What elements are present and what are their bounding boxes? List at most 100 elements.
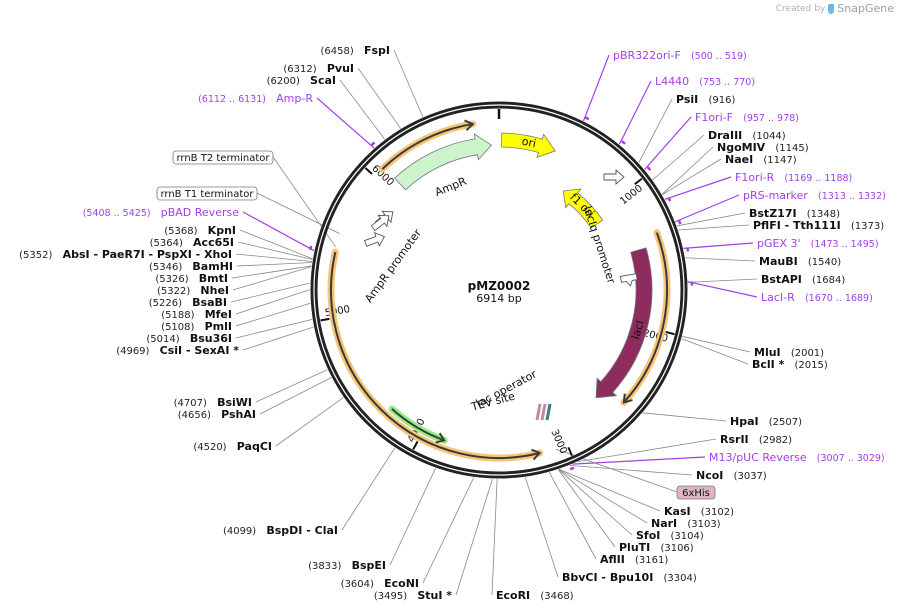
orf-arc <box>381 123 473 170</box>
enzyme-site-label[interactable]: NgoMIV (1145) <box>717 136 809 155</box>
site-position: (1169 .. 1188) <box>784 173 852 184</box>
enzyme-leader-line <box>341 447 396 531</box>
feature-box[interactable] <box>156 186 258 201</box>
enzyme-site-label[interactable]: (3604) EcoNI <box>341 572 419 591</box>
enzyme-site-label[interactable]: (5188) MfeI <box>161 303 232 322</box>
enzyme-site-label[interactable]: (6200) ScaI <box>267 69 336 88</box>
primer-label[interactable]: pBR322ori-F (500 .. 519) <box>613 44 747 63</box>
enzyme-site-label[interactable]: (5326) BmtI <box>155 267 228 286</box>
enzyme-site-label[interactable]: PluTI (3106) <box>619 536 694 555</box>
primer-label[interactable]: (5408 .. 5425) pBAD Reverse <box>83 201 239 220</box>
tick-label: 5000 <box>324 304 351 319</box>
enzyme-name: BspDI - ClaI <box>266 524 338 537</box>
site-position: (1473 .. 1495) <box>811 239 879 250</box>
feature-box[interactable] <box>172 150 274 165</box>
feature-laci[interactable] <box>595 247 653 399</box>
enzyme-site-label[interactable]: MauBI (1540) <box>759 250 841 269</box>
feature-box[interactable] <box>676 485 716 500</box>
enzyme-site-label[interactable]: (3495) StuI * <box>374 584 452 603</box>
primer-name: M13/pUC Reverse <box>709 451 807 464</box>
enzyme-site-label[interactable]: DraIII (1044) <box>708 124 786 143</box>
enzyme-name: HpaI <box>730 415 759 428</box>
enzyme-site-label[interactable]: (5108) PmlI <box>161 315 232 334</box>
enzyme-site-label[interactable]: (6312) PvuI <box>283 57 354 76</box>
enzyme-site-label[interactable]: (4656) PshAI <box>178 403 256 422</box>
enzyme-site-label[interactable]: (5322) NheI <box>157 279 229 298</box>
site-position: (3007 .. 3029) <box>817 453 885 464</box>
enzyme-site-label[interactable]: EcoRI (3468) <box>496 584 574 603</box>
enzyme-site-label[interactable]: (5352) AbsI - PaeR7I - PspXI - XhoI <box>19 243 232 262</box>
laciq-promoter-icon <box>603 169 625 185</box>
enzyme-name: BstZ17I <box>749 207 797 220</box>
primer-label[interactable]: pGEX 3' (1473 .. 1495) <box>757 232 879 251</box>
site-position: (5108) <box>161 322 194 333</box>
enzyme-leader-line <box>242 326 314 351</box>
primer-label[interactable]: L4440 (753 .. 770) <box>655 70 755 89</box>
plasmid-center-label: pMZ0002 6914 bp <box>468 279 531 305</box>
enzyme-site-label[interactable]: KasI (3102) <box>664 500 734 519</box>
enzyme-site-label[interactable]: (5346) BamHI <box>149 255 233 274</box>
enzyme-site-label[interactable]: (5368) KpnI <box>164 219 236 238</box>
primer-label[interactable]: pRS-marker (1313 .. 1332) <box>743 184 886 203</box>
enzyme-name: ScaI <box>310 74 336 87</box>
site-position: (5364) <box>150 238 183 249</box>
site-position: (753 .. 770) <box>699 77 755 88</box>
primer-label[interactable]: F1ori-R (1169 .. 1188) <box>735 166 852 185</box>
enzyme-site-label[interactable]: SfoI (3104) <box>636 524 704 543</box>
enzyme-site-label[interactable]: BbvCI - Bpu10I (3304) <box>562 566 697 585</box>
primer-label[interactable]: (6112 .. 6131) Amp-R <box>198 87 313 106</box>
laciq-promoter-icon <box>619 273 638 287</box>
enzyme-name: PsiI <box>676 93 698 106</box>
enzyme-leader-line <box>231 265 312 279</box>
primer-name: pBR322ori-F <box>613 49 681 62</box>
site-position: (3304) <box>663 573 696 584</box>
site-position: (5368) <box>164 226 197 237</box>
enzyme-site-label[interactable]: PsiI (916) <box>676 88 735 107</box>
enzyme-site-label[interactable]: MluI (2001) <box>754 341 824 360</box>
enzyme-leader-line <box>232 266 312 291</box>
enzyme-site-label[interactable]: PflFI - Tth111I (1373) <box>753 214 884 233</box>
enzyme-site-label[interactable]: BclI * (2015) <box>752 353 828 372</box>
enzyme-site-label[interactable]: AflII (3161) <box>600 548 668 567</box>
feature-ampr[interactable] <box>394 133 493 191</box>
primer-label[interactable]: F1ori-F (957 .. 978) <box>695 106 799 125</box>
feature-label-laci: lacI <box>629 319 647 341</box>
enzyme-leader-line <box>558 468 661 512</box>
feature-ori[interactable] <box>501 132 556 158</box>
enzyme-site-label[interactable]: HpaI (2507) <box>730 410 802 429</box>
enzyme-site-label[interactable]: BstZ17I (1348) <box>749 202 840 221</box>
enzyme-leader-line <box>687 278 758 283</box>
primer-name: Amp-R <box>276 92 313 105</box>
enzyme-site-label[interactable]: (4969) CsiI - SexAI * <box>116 339 239 358</box>
enzyme-name: Bsu36I <box>190 332 232 345</box>
enzyme-site-label[interactable]: (5226) BsaBI <box>149 291 227 310</box>
enzyme-site-label[interactable]: BstAPI (1684) <box>761 268 845 287</box>
enzyme-site-label[interactable]: (4707) BsiWI <box>174 391 252 410</box>
enzyme-site-label[interactable]: (4520) PaqCI <box>193 435 272 454</box>
site-position: (5346) <box>149 262 182 273</box>
enzyme-site-label[interactable]: (5014) Bsu36I <box>146 327 232 346</box>
primer-label[interactable]: LacI-R (1670 .. 1689) <box>761 286 873 305</box>
enzyme-leader-line <box>255 369 328 403</box>
enzyme-site-label[interactable]: RsrII (2982) <box>720 428 792 447</box>
enzyme-leader-line <box>339 79 386 140</box>
feature-f1-ori[interactable] <box>562 188 604 229</box>
enzyme-site-label[interactable]: (5364) Acc65I <box>150 231 234 250</box>
site-position: (1670 .. 1689) <box>805 293 873 304</box>
enzyme-leader-line <box>678 224 750 231</box>
primer-label[interactable]: M13/pUC Reverse (3007 .. 3029) <box>709 446 885 465</box>
enzyme-site-label[interactable]: (4099) BspDI - ClaI <box>223 519 338 538</box>
enzyme-name: BclI * <box>752 358 785 371</box>
enzyme-name: DraIII <box>708 129 742 142</box>
site-position: (3604) <box>341 579 374 590</box>
enzyme-leader-line <box>642 412 727 422</box>
enzyme-site-label[interactable]: (6458) FspI <box>321 39 390 58</box>
enzyme-leader-line <box>230 282 311 303</box>
enzyme-site-label[interactable]: (3833) BspEI <box>308 554 386 573</box>
enzyme-leader-line <box>237 241 313 260</box>
enzyme-site-label[interactable]: NaeI (1147) <box>725 148 797 167</box>
enzyme-site-label[interactable]: NarI (3103) <box>651 512 721 531</box>
enzyme-site-label[interactable]: NcoI (3037) <box>696 464 767 483</box>
small-orf-arc <box>391 408 445 442</box>
